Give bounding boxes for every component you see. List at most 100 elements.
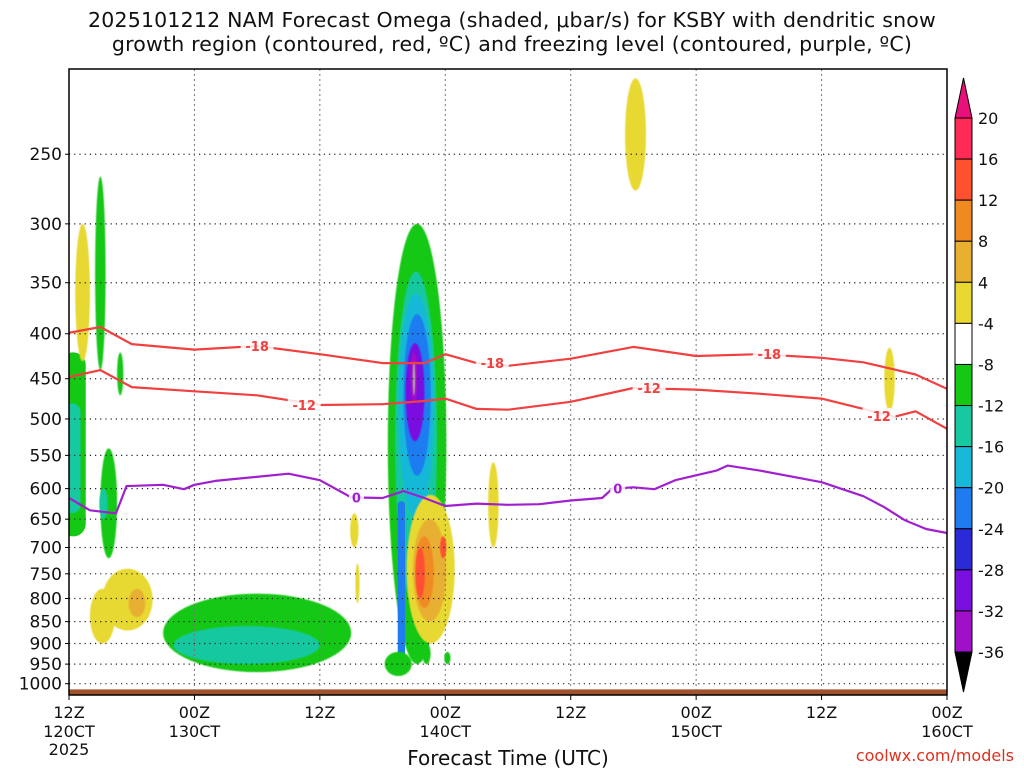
contour-label-bg-1	[475, 355, 509, 372]
y-tick-950: 950	[30, 655, 62, 675]
omega-blob-10	[173, 626, 320, 665]
contour-label-7: 0	[613, 483, 622, 498]
colorbar-label-8: -16	[978, 438, 1004, 457]
x-tick-top-2: 12Z	[304, 703, 335, 722]
colorbar-top-triangle	[954, 77, 973, 119]
colorbar-label-2: 12	[978, 191, 998, 210]
y-tick-550: 550	[30, 446, 62, 466]
y-tick-850: 850	[30, 613, 62, 633]
colorbar-label-11: -28	[978, 561, 1004, 580]
contour-label-1: -18	[481, 357, 505, 372]
contour-label-4: -12	[637, 382, 661, 397]
x-tick-top-0: 12Z	[53, 703, 84, 722]
omega-blob-17	[412, 361, 416, 396]
chart-title: 2025101212 NAM Forecast Omega (shaded, μ…	[0, 8, 1024, 56]
y-tick-650: 650	[30, 510, 62, 530]
colorbar-label-12: -32	[978, 602, 1004, 621]
title-line-1: 2025101212 NAM Forecast Omega (shaded, μ…	[87, 8, 937, 32]
colorbar-box-3	[954, 240, 973, 283]
colorbar-label-6: -8	[978, 355, 994, 374]
y-axis: 2503003504004505005506006507007508008509…	[19, 145, 69, 695]
y-tick-500: 500	[30, 410, 62, 430]
y-tick-450: 450	[30, 370, 62, 390]
colorbar-box-5	[954, 322, 973, 365]
x-tick-top-4: 12Z	[555, 703, 586, 722]
omega-blob-24	[440, 536, 447, 559]
colorbar-box-8	[954, 446, 973, 489]
contour-label-5: -12	[867, 410, 891, 425]
contour-label-bg-6	[348, 489, 364, 506]
x-tick-bottom-3: 140CT	[420, 722, 472, 741]
colorbar-box-0	[954, 117, 973, 160]
x-tick-top-6: 12Z	[806, 703, 837, 722]
omega-blob-27	[350, 513, 359, 548]
colorbar-box-12	[954, 610, 973, 653]
contour-label-bg-4	[632, 379, 666, 396]
title-line-2: growth region (contoured, red, ºC) and f…	[111, 32, 913, 56]
y-tick-250: 250	[30, 145, 62, 165]
omega-blob-32	[117, 352, 124, 396]
x-tick-top-1: 00Z	[179, 703, 210, 722]
colorbar-label-0: 20	[978, 109, 998, 128]
colorbar-box-10	[954, 528, 973, 571]
colorbar-label-10: -24	[978, 520, 1004, 539]
contour-label-bg-5	[862, 407, 896, 424]
y-tick-900: 900	[30, 634, 62, 654]
omega-blob-3	[100, 448, 118, 559]
contour-line-0	[69, 464, 947, 535]
omega-blob-5	[75, 223, 90, 362]
omega-blob-8	[128, 588, 146, 618]
contour-line--12	[69, 369, 947, 430]
colorbar: 20 16 12 8 4 -4 -8 -12 -16 -20 -24 -28 -32 -36	[954, 77, 1004, 693]
x-tick-top-7: 00Z	[931, 703, 962, 722]
colorbar-label-4: 4	[978, 273, 988, 292]
contour-labels: -18 -18 -18 -12 -12 -12 0 0	[240, 337, 896, 506]
omega-band-1	[69, 403, 81, 514]
x-tick-bottom-7: 160CT	[921, 722, 973, 741]
y-tick-400: 400	[30, 325, 62, 345]
omega-blob-25	[422, 643, 431, 665]
y-tick-800: 800	[30, 589, 62, 609]
omega-blob-26	[444, 651, 451, 665]
omega-blob-7	[102, 568, 153, 631]
credit-text: coolwx.com/models	[855, 746, 1014, 765]
colorbar-box-9	[954, 487, 973, 530]
y-tick-300: 300	[30, 215, 62, 235]
grid-lines	[68, 69, 948, 695]
y-tick-350: 350	[30, 274, 62, 294]
omega-blob-28	[355, 563, 360, 604]
omega-blob-4	[99, 488, 108, 520]
colorbar-box-6	[954, 363, 973, 407]
colorbar-label-1: 16	[978, 150, 998, 169]
surface-layer	[69, 689, 947, 695]
x-tick-top-3: 00Z	[430, 703, 461, 722]
colorbar-box-1	[954, 158, 973, 201]
colorbar-label-13: -36	[978, 643, 1004, 662]
colorbar-box-11	[954, 569, 973, 612]
y-tick-700: 700	[30, 538, 62, 558]
omega-blob-2	[95, 176, 106, 371]
colorbar-box-4	[954, 281, 973, 324]
omega-blob-30	[625, 78, 646, 191]
surface-fill	[69, 689, 947, 695]
x-tick-bottom-1: 130CT	[169, 722, 221, 741]
colorbar-label-3: 8	[978, 232, 988, 251]
x-tick-top-5: 00Z	[680, 703, 711, 722]
omega-blob-19	[384, 651, 412, 676]
contour-label-0: -18	[245, 340, 269, 355]
y-tick-1000: 1000	[19, 675, 62, 695]
colorbar-label-7: -12	[978, 397, 1004, 416]
contour-label-bg-2	[752, 346, 786, 363]
x-axis-label: Forecast Time (UTC)	[407, 746, 609, 768]
contour-label-bg-3	[287, 396, 321, 413]
contour-label-bg-0	[240, 337, 274, 354]
y-tick-600: 600	[30, 480, 62, 500]
y-tick-750: 750	[30, 565, 62, 585]
colorbar-label-9: -20	[978, 479, 1004, 498]
x-tick-bottom-0: 120CT	[43, 722, 95, 741]
contour-label-6: 0	[352, 491, 361, 506]
colorbar-label-5: -4	[978, 314, 994, 333]
plot-frame	[68, 68, 948, 696]
